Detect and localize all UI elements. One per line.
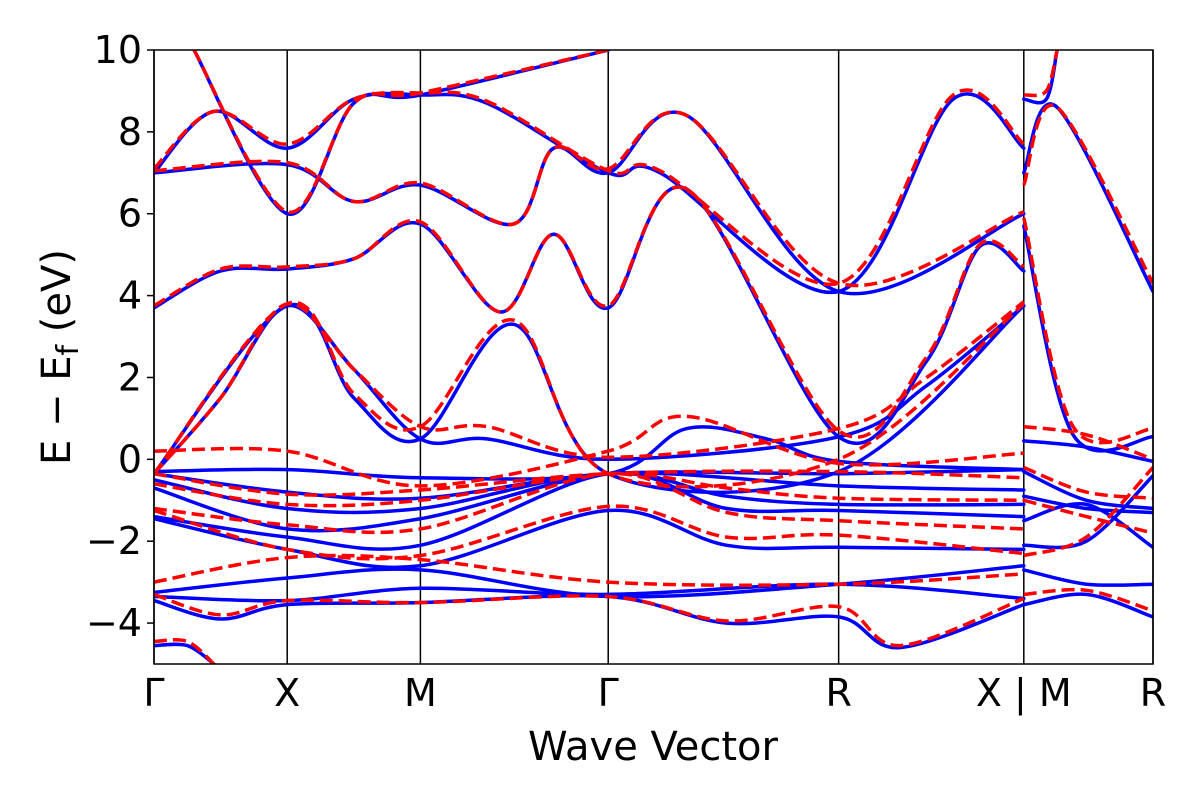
blue-solid-band (1022, 469, 1153, 511)
y-tick-label: 8 (118, 110, 142, 154)
kpoint-labels: Γ X M Γ R X | M R (143, 671, 1166, 716)
blue-solid-band (154, 91, 1026, 295)
red-dashed-band (154, 110, 1025, 288)
y-axis-title: E − Ef (eV) (34, 249, 86, 465)
blue-solid-band (154, 471, 1026, 551)
red-dashed-band (154, 504, 1024, 561)
red-dashed-band (1022, 103, 1153, 285)
y-tick-labels: −4 −2 0 2 4 6 8 10 (86, 28, 154, 645)
red-dashed-band (154, 469, 1024, 497)
red-dashed-band (1023, 424, 1153, 461)
red-dashed-band (154, 300, 1025, 489)
blue-solid-band (154, 593, 1026, 650)
blue-solid-band (1022, 473, 1153, 550)
blue-solid-band (154, 185, 1026, 446)
kpoint-label: X | M (976, 671, 1072, 716)
red-dashed-band (154, 88, 1025, 287)
blue-solid-band (1022, 568, 1153, 588)
blue-solid-band (1022, 224, 1153, 453)
kpoint-label: X (274, 671, 300, 715)
red-dashed-band (154, 185, 1025, 439)
y-tick-label: 4 (118, 274, 142, 318)
red-dashed-band (154, 638, 216, 664)
blue-solid-band (154, 425, 1026, 481)
plot-frame (153, 49, 1154, 665)
red-dashed-band (154, 414, 1024, 488)
y-tick-label: 0 (118, 437, 142, 481)
blue-solid-band (154, 508, 1026, 570)
red-dashed-band (154, 300, 1025, 475)
blue-solid-band (154, 471, 1026, 533)
blue-solid-band (1022, 102, 1153, 294)
blue-solid-band (1022, 501, 1153, 550)
y-tick-label: 6 (118, 192, 142, 236)
red-dashed-band (1023, 50, 1059, 98)
kpoint-label: M (404, 671, 437, 715)
kpoint-label: Γ (143, 671, 164, 715)
red-dashed-band (1023, 465, 1153, 500)
kpoint-label: R (825, 671, 851, 715)
blue-solid-band (1022, 50, 1059, 105)
kpoint-label: R (1140, 671, 1166, 715)
blue-solid-band (154, 582, 1026, 603)
red-dashed-band (154, 471, 1024, 535)
kpoint-label: Γ (598, 671, 619, 715)
red-dashed-band (1023, 587, 1153, 613)
red-dashed-band (1022, 217, 1153, 445)
red-dashed-band (192, 50, 609, 214)
blue-solid-band (1022, 592, 1153, 619)
y-tick-label: 10 (94, 28, 142, 72)
blue-solid-band (154, 564, 1026, 599)
blue-solid-band (154, 303, 1026, 476)
red-dashed-band (154, 592, 1025, 648)
y-tick-label: −4 (86, 601, 142, 645)
red-dashed-band (1023, 466, 1153, 558)
red-dashed-band (154, 553, 1024, 587)
y-tick-label: −2 (86, 519, 142, 563)
band-lines (154, 50, 1153, 664)
blue-solid-band (154, 642, 216, 664)
blue-solid-band (1022, 494, 1153, 515)
x-axis-title: Wave Vector (528, 724, 779, 770)
y-tick-label: 2 (118, 355, 142, 399)
red-dashed-band (1023, 498, 1153, 535)
